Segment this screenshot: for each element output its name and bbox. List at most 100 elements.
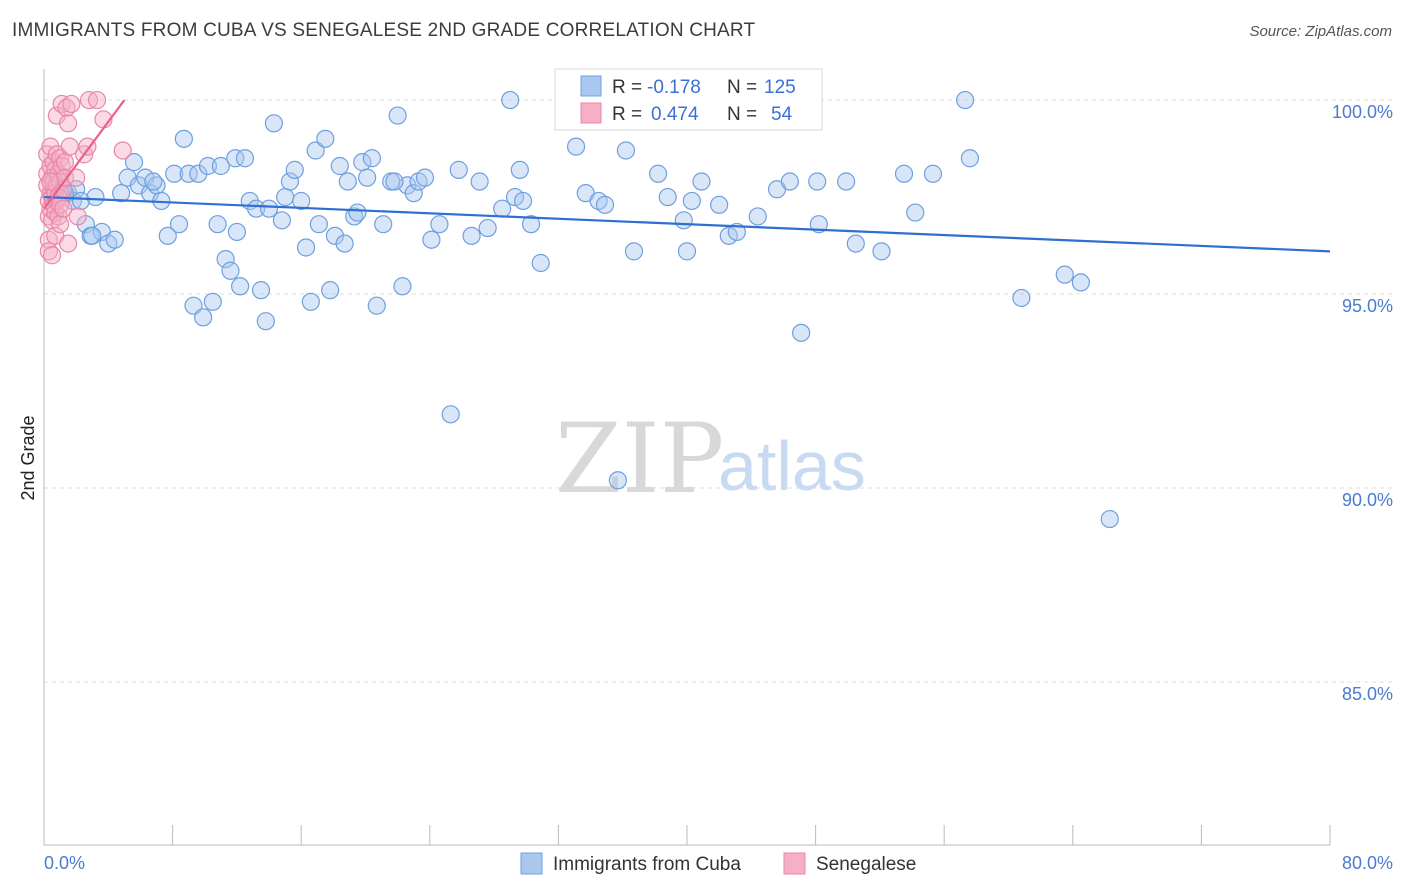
stats-legend-r-label-cuba: R = [612, 77, 642, 98]
point-series-0-38 [247, 199, 266, 218]
x-tick-label-min: 0.0% [44, 853, 85, 873]
point-series-0-54 [325, 226, 345, 245]
stats-legend-r-value-cuba: -0.178 [647, 77, 701, 98]
point-series-0-25 [184, 296, 203, 315]
point-series-0-59 [348, 203, 367, 222]
point-series-0-26 [189, 164, 208, 183]
watermark-atlas: atlas [718, 427, 866, 505]
point-series-0-53 [321, 281, 340, 300]
point-series-0-69 [404, 184, 423, 203]
point-series-0-29 [203, 292, 222, 311]
stats-legend-r-value-senegalese: 0.474 [651, 104, 699, 125]
point-series-0-76 [462, 226, 481, 245]
point-series-0-90 [608, 471, 627, 490]
point-series-0-47 [292, 191, 311, 211]
point-series-0-108 [837, 172, 856, 191]
point-series-0-92 [624, 242, 644, 261]
point-series-0-36 [235, 149, 255, 168]
point-series-0-30 [208, 215, 227, 234]
point-series-1-14 [42, 246, 62, 265]
point-series-0-95 [674, 211, 693, 230]
point-series-0-73 [430, 215, 449, 234]
point-series-0-80 [501, 90, 520, 110]
point-series-0-78 [478, 218, 497, 238]
point-series-0-116 [1012, 288, 1031, 308]
point-series-0-33 [221, 261, 240, 280]
point-series-1-33 [50, 215, 70, 234]
point-series-0-86 [566, 137, 586, 156]
point-series-0-94 [658, 187, 677, 207]
watermark-zip: ZIP [555, 403, 724, 515]
point-series-0-51 [309, 215, 328, 234]
x-tick-label-max: 80.0% [1342, 853, 1393, 873]
y-axis-label: 2nd Grade [18, 415, 38, 500]
point-series-0-57 [338, 172, 357, 191]
point-series-0-61 [358, 168, 377, 187]
source-credit: Source: ZipAtlas.com [1249, 23, 1392, 40]
point-series-1-43 [60, 137, 79, 156]
point-series-1-41 [59, 234, 78, 253]
legend-swatch-senegalese [783, 852, 806, 875]
stats-legend-swatch-cuba [580, 75, 602, 97]
point-series-0-104 [780, 172, 799, 191]
point-series-0-114 [955, 90, 975, 110]
y-tick-label-90: 90.0% [1342, 490, 1393, 510]
point-series-1-37 [54, 199, 73, 218]
gridlines [44, 99, 1393, 683]
legend-label-senegalese: Senegalese [816, 854, 916, 875]
point-series-0-117 [1055, 265, 1074, 284]
point-series-0-50 [306, 141, 325, 160]
point-series-0-93 [648, 164, 668, 183]
trend-line-series-1 [43, 99, 126, 210]
point-series-1-42 [59, 114, 78, 133]
point-series-0-45 [280, 172, 300, 191]
stats-legend-n-value-senegalese: 54 [771, 104, 793, 125]
point-series-0-22 [169, 215, 189, 234]
point-series-0-32 [216, 250, 235, 269]
point-series-0-113 [923, 164, 943, 183]
point-series-0-52 [316, 129, 335, 148]
point-series-0-121 [83, 226, 102, 245]
y-tick-label-95: 95.0% [1342, 296, 1393, 316]
point-series-0-107 [809, 215, 828, 234]
point-series-0-44 [276, 187, 295, 207]
bottom-legend: Immigrants from Cuba Senegalese [520, 852, 916, 875]
point-series-1-46 [68, 207, 87, 226]
point-series-0-64 [374, 215, 393, 234]
point-series-0-48 [296, 238, 316, 257]
point-series-0-123 [227, 222, 246, 242]
point-series-0-75 [449, 160, 468, 179]
point-series-0-119 [1100, 509, 1119, 529]
point-series-0-41 [259, 199, 279, 218]
point-series-0-67 [393, 277, 412, 296]
point-series-0-74 [441, 405, 460, 424]
point-series-0-42 [264, 114, 283, 133]
point-series-0-83 [513, 191, 533, 211]
stats-legend-r-label-senegalese: R = [612, 104, 642, 125]
point-series-0-27 [194, 308, 213, 327]
point-series-0-43 [272, 211, 292, 230]
y-tick-label-85: 85.0% [1342, 684, 1393, 704]
point-series-0-46 [285, 160, 304, 179]
point-series-0-49 [301, 292, 320, 311]
point-series-0-55 [330, 156, 349, 176]
point-series-0-109 [846, 234, 865, 253]
point-series-0-115 [960, 149, 980, 168]
point-series-0-28 [198, 156, 218, 176]
point-series-0-62 [362, 149, 382, 168]
point-series-1-38 [55, 153, 74, 172]
point-series-0-84 [521, 215, 541, 234]
legend-swatch-cuba [520, 852, 543, 875]
point-series-0-82 [510, 160, 529, 179]
point-series-0-66 [388, 106, 407, 125]
point-series-0-77 [470, 172, 489, 191]
point-series-0-106 [808, 172, 827, 191]
legend-label-cuba: Immigrants from Cuba [553, 854, 741, 875]
point-series-0-23 [174, 129, 193, 148]
stats-legend-swatch-senegalese [580, 102, 602, 124]
point-series-0-21 [165, 164, 184, 183]
point-series-0-5 [71, 191, 91, 211]
point-series-1-53 [41, 172, 60, 191]
stats-legend-n-value-cuba: 125 [764, 77, 796, 98]
point-series-1-50 [87, 90, 107, 110]
